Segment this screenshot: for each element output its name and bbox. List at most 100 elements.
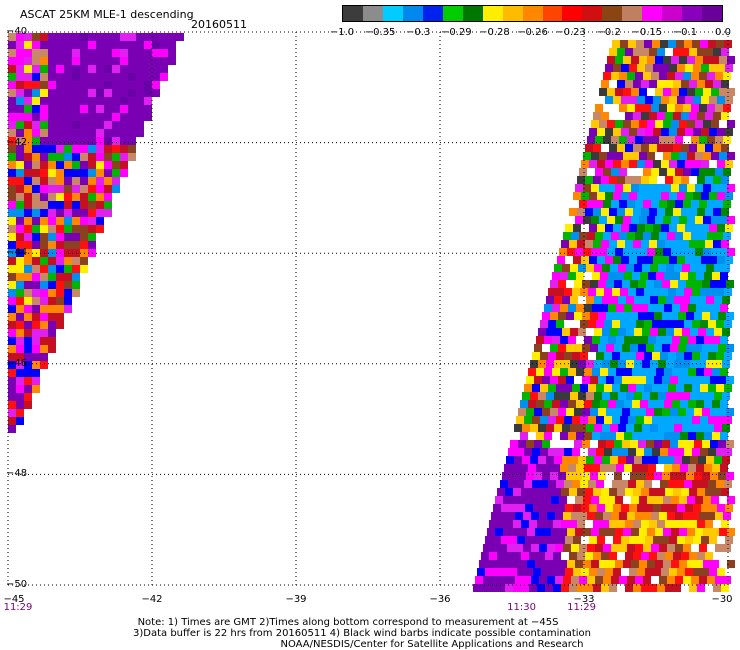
swath-cell — [705, 584, 713, 592]
swath-cell — [88, 41, 96, 49]
swath-cell — [48, 305, 56, 313]
swath-cell — [645, 192, 653, 200]
swath-cell — [603, 512, 611, 520]
swath-cell — [80, 57, 88, 65]
colorbar-segment — [602, 6, 623, 21]
swath-cell — [578, 424, 586, 432]
swath-cell — [538, 456, 546, 464]
swath-cell — [605, 192, 613, 200]
swath-cell — [602, 456, 610, 464]
swath-cell — [586, 296, 594, 304]
swath-cell — [710, 312, 718, 320]
swath-cell — [8, 377, 16, 385]
swath-cell — [665, 208, 673, 216]
swath-cell — [615, 56, 623, 64]
swath-cell — [676, 448, 684, 456]
swath-cell — [537, 552, 545, 560]
swath-cell — [576, 336, 584, 344]
swath-cell — [56, 33, 64, 41]
swath-cell — [673, 80, 681, 88]
swath-cell — [56, 73, 64, 81]
swath-cell — [614, 344, 622, 352]
swath-cell — [136, 97, 144, 105]
swath-cell — [582, 472, 590, 480]
swath-cell — [693, 536, 701, 544]
swath-cell — [64, 193, 72, 201]
swath-cell — [703, 560, 711, 568]
swath-cell — [699, 72, 707, 80]
swath-cell — [701, 64, 709, 72]
swath-cell — [40, 361, 48, 369]
swath-cell — [725, 192, 733, 200]
swath-cell — [543, 496, 551, 504]
swath-cell — [671, 248, 679, 256]
swath-cell — [671, 56, 679, 64]
swath-cell — [603, 72, 611, 80]
swath-cell — [8, 241, 16, 249]
swath-cell — [629, 160, 637, 168]
swath-cell — [88, 201, 96, 209]
swath-cell — [704, 464, 712, 472]
swath-cell — [575, 248, 583, 256]
swath-cell — [521, 584, 529, 592]
swath-cell — [595, 544, 603, 552]
swath-cell — [651, 200, 659, 208]
swath-cell — [579, 200, 587, 208]
swath-cell — [691, 72, 699, 80]
swath-cell — [570, 264, 578, 272]
swath-cell — [587, 512, 595, 520]
swath-cell — [713, 112, 721, 120]
swath-cell — [667, 104, 675, 112]
swath-cell — [703, 216, 711, 224]
swath-cell — [8, 81, 16, 89]
swath-cell — [8, 289, 16, 297]
swath-cell — [577, 520, 585, 528]
swath-cell — [8, 257, 16, 265]
swath-cell — [603, 544, 611, 552]
swath-cell — [550, 440, 558, 448]
swath-cell — [725, 568, 733, 576]
swath-cell — [588, 448, 596, 456]
swath-cell — [675, 200, 683, 208]
swath-cell — [684, 480, 692, 488]
swath-cell — [152, 33, 160, 41]
swath-cell — [682, 296, 690, 304]
swath-cell — [621, 160, 629, 168]
swath-cell — [152, 81, 160, 89]
swath-cell — [683, 104, 691, 112]
swath-cell — [32, 113, 40, 121]
swath-cell — [24, 49, 32, 57]
swath-cell — [526, 440, 534, 448]
swath-cell — [692, 416, 700, 424]
swath-cell — [710, 344, 718, 352]
swath-cell — [505, 552, 513, 560]
swath-cell — [88, 57, 96, 65]
swath-cell — [144, 105, 152, 113]
swath-cell — [80, 113, 88, 121]
swath-cell — [104, 201, 112, 209]
swath-cell — [612, 352, 620, 360]
swath-cell — [685, 160, 693, 168]
swath-cell — [557, 256, 565, 264]
swath-cell — [622, 376, 630, 384]
swath-cell — [599, 152, 607, 160]
swath-cell — [622, 408, 630, 416]
swath-cell — [489, 520, 497, 528]
swath-cell — [721, 144, 729, 152]
swath-cell — [144, 73, 152, 81]
swath-cell — [80, 137, 88, 145]
swath-cell — [625, 176, 633, 184]
swath-cell — [632, 272, 640, 280]
swath-cell — [709, 64, 717, 72]
swath-cell — [651, 512, 659, 520]
swath-cell — [588, 480, 596, 488]
swath-cell — [596, 320, 604, 328]
swath-cell — [643, 200, 651, 208]
swath-cell — [64, 105, 72, 113]
swath-cell — [565, 504, 573, 512]
swath-cell — [604, 480, 612, 488]
swath-cell — [24, 89, 32, 97]
swath-cell — [544, 368, 552, 376]
swath-cell — [622, 280, 630, 288]
swath-cell — [64, 185, 72, 193]
